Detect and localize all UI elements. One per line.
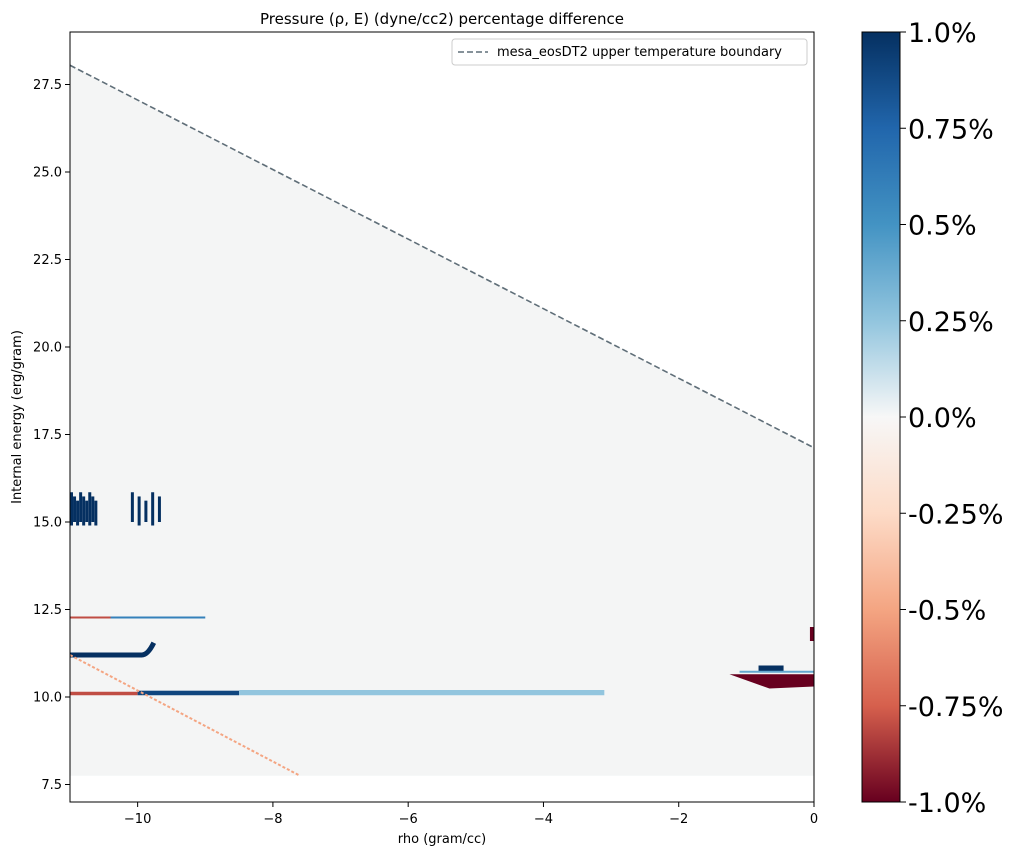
x-axis-label: rho (gram/cc)	[398, 832, 487, 847]
x-axis: −10 −8 −6 −4 −2 0	[124, 802, 818, 827]
colorbar-tick-label: 0.75%	[908, 114, 994, 145]
x-tick-label: −4	[534, 812, 553, 827]
heatmap-cell-10	[739, 670, 814, 673]
x-tick-label: −2	[669, 812, 688, 827]
heatmap-cell-1-streak	[144, 500, 148, 522]
heatmap-cell-1-streak	[137, 496, 141, 526]
heatmap-cell-1-streak	[76, 500, 80, 526]
data-region	[70, 65, 814, 776]
heatmap-cell-3	[110, 616, 206, 619]
heatmap-cell-1-streak	[79, 492, 83, 522]
colorbar-tick-label: 0.25%	[908, 307, 994, 338]
y-tick-label: 10.0	[33, 691, 62, 706]
heatmap-cell-1-streak	[85, 500, 89, 522]
y-tick-label: 25.0	[33, 166, 62, 181]
legend: mesa_eosDT2 upper temperature boundary	[451, 38, 808, 66]
colorbar-tick-label: -0.75%	[908, 692, 1004, 723]
heatmap-cell-1	[70, 492, 161, 526]
heatmap-cell-4	[70, 641, 157, 658]
plot-title: Pressure (ρ, E) (dyne/cc2) percentage di…	[260, 10, 624, 28]
heatmap-cell-1-streak	[82, 496, 86, 526]
y-tick-label: 12.5	[33, 603, 62, 618]
heatmap-cell-8	[70, 654, 301, 777]
y-tick-label: 27.5	[33, 78, 62, 93]
heatmap-cell-12	[809, 627, 814, 641]
heatmap-cell-7	[239, 690, 605, 696]
x-tick-label: −10	[124, 812, 151, 827]
y-tick-label: 7.5	[41, 778, 62, 793]
legend-box	[451, 38, 808, 66]
y-tick-label: 20.0	[33, 341, 62, 356]
heatmap-cell-1-streak	[130, 492, 134, 522]
colorbar	[861, 31, 901, 803]
colorbar-tick-label: 1.0%	[908, 18, 977, 49]
heatmap-cell-1-streak	[70, 492, 73, 526]
heatmap-cell-1-streak	[91, 496, 95, 522]
heatmap-cell-1-streak	[73, 496, 77, 522]
colorbar-tick-label: -0.25%	[908, 499, 1004, 530]
heatmap-cell-1-streak	[94, 500, 98, 526]
colorbar-tick-label: -1.0%	[908, 788, 986, 819]
plot-frame	[69, 31, 815, 803]
heatmap-layer	[70, 65, 814, 777]
colorbar-tick-label: -0.5%	[908, 596, 986, 627]
colorbar-ticks: 1.0% 0.75% 0.5% 0.25% 0.0% -0.25% -0.5% -0.75% -…	[900, 18, 1004, 819]
y-axis-label: Internal energy (erg/gram)	[10, 330, 25, 504]
colorbar-tick-label: 0.0%	[908, 403, 977, 434]
heatmap-cell-1-streak	[88, 492, 92, 526]
legend-entry-label: mesa_eosDT2 upper temperature boundary	[497, 45, 782, 60]
y-tick-label: 17.5	[33, 428, 62, 443]
x-tick-label: 0	[810, 812, 818, 827]
heatmap-cell-1-streak	[151, 492, 155, 526]
y-tick-label: 15.0	[33, 516, 62, 531]
heatmap-cell-1-streak	[157, 496, 161, 522]
y-tick-label: 22.5	[33, 253, 62, 268]
y-axis: 7.5 10.0 12.5 15.0 17.5 20.0 22.5 25.0 27.5	[33, 78, 70, 793]
heatmap-cell-11	[729, 674, 814, 689]
boundary-line	[69, 64, 815, 449]
heatmap-cell-9	[758, 665, 784, 673]
heatmap-cell-6	[137, 690, 240, 696]
colorbar-tick-label: 0.5%	[908, 211, 977, 242]
x-tick-label: −8	[263, 812, 282, 827]
heatmap-cell-5	[70, 691, 138, 696]
x-tick-label: −6	[399, 812, 418, 827]
